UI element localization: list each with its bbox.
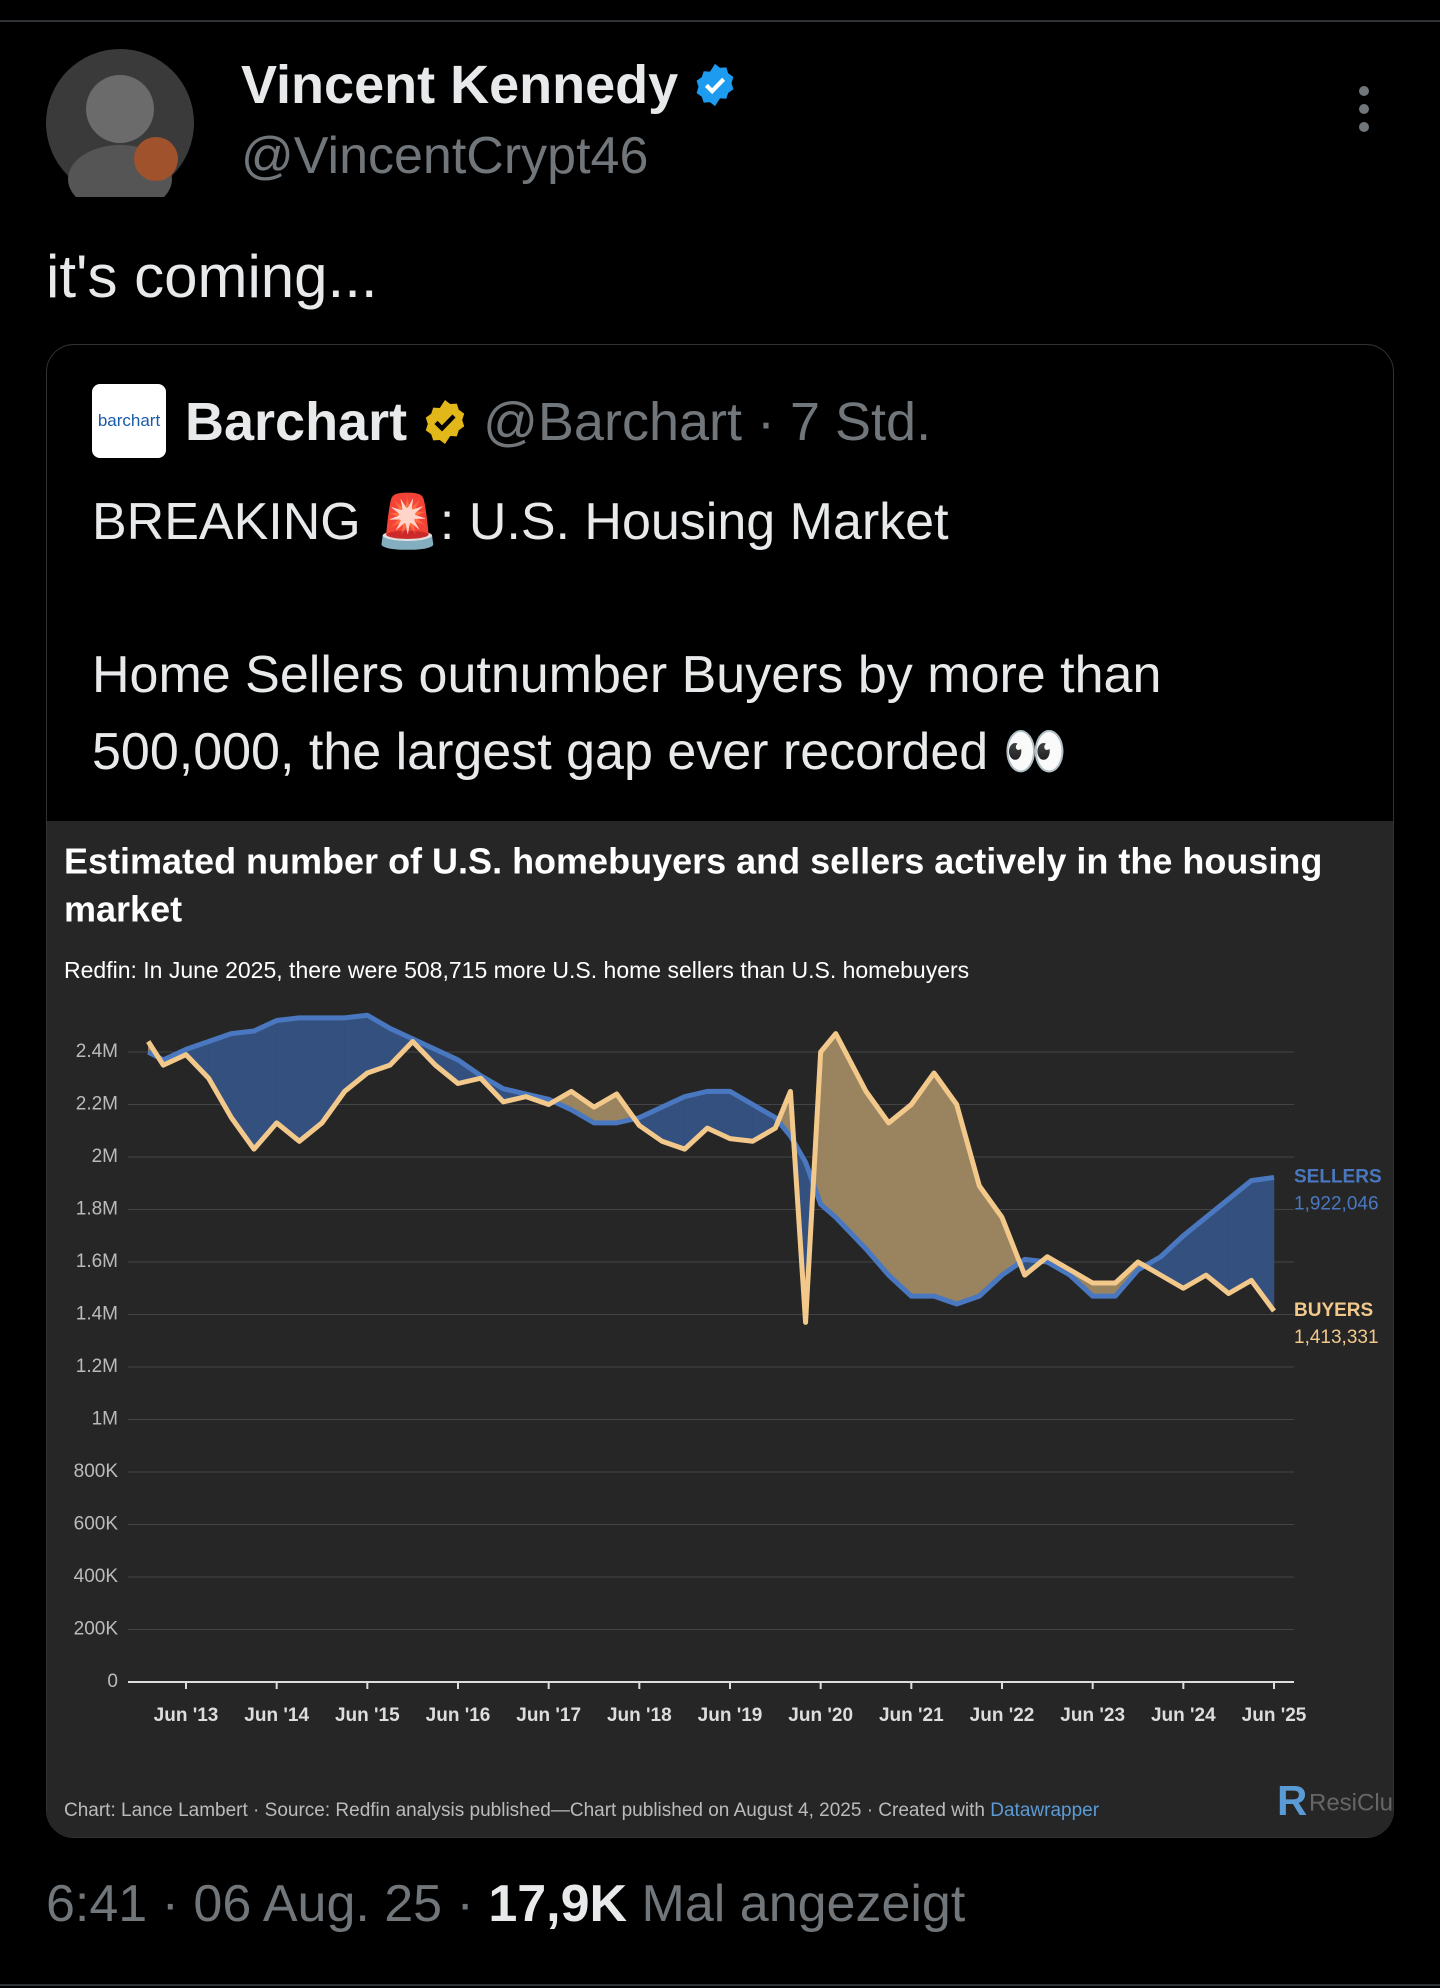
quote-name[interactable]: Barchart [185,392,408,452]
quote-meta: @Barchart · 7 Std. [483,392,932,452]
credit-link[interactable]: Datawrapper [990,1800,1099,1821]
quote-line: Home Sellers outnumber Buyers by more th… [92,646,1162,704]
x-tick-label: Jun '17 [516,1705,581,1726]
gap-area [956,1104,980,1305]
y-tick-label: 200K [74,1619,119,1640]
gap-area [888,1103,912,1297]
quote-card[interactable]: barchart Barchart @Barchart · 7 Std. BRE… [46,344,1394,1838]
avatar[interactable] [46,49,194,197]
x-tick-label: Jun '15 [335,1705,400,1726]
y-tick-label: 600K [74,1514,119,1535]
chart: Estimated number of U.S. homebuyers and … [47,821,1394,1837]
author-handle[interactable]: @VincentCrypt46 [241,127,649,185]
divider [0,1984,1440,1986]
views: 17,9K [488,1875,628,1933]
chart-title-continued: market [64,889,182,930]
tweet-footer: 6:41 · 06 Aug. 25 · 17,9K Mal angezeigt [46,1874,965,1934]
y-tick-label: 1.6M [76,1251,118,1272]
source-text: Chart: Lance Lambert · Source: Redfin an… [64,1800,985,1821]
timestamp[interactable]: 6:41 · 06 Aug. 25 · [46,1875,474,1933]
series-line [147,1012,1275,1307]
gap-area [820,1032,837,1218]
y-tick-label: 1.8M [76,1199,118,1220]
x-tick-label: Jun '14 [244,1705,309,1726]
x-tick-label: Jun '18 [607,1705,672,1726]
brand: ResiClub [1309,1789,1394,1816]
quote-header: Barchart @Barchart · 7 Std. [185,391,931,453]
x-tick-label: Jun '25 [1242,1705,1307,1726]
x-tick-label: Jun '20 [788,1705,853,1726]
y-tick-label: 2M [92,1146,118,1167]
series-name: SELLERS [1294,1166,1382,1187]
verified-badge [696,63,734,107]
gap-area [208,1033,232,1119]
y-tick-label: 800K [74,1461,119,1482]
author-row: Vincent Kennedy [241,54,738,116]
x-tick-label: Jun '24 [1151,1705,1216,1726]
x-tick-label: Jun '23 [1060,1705,1125,1726]
more-menu[interactable] [1352,84,1376,134]
gap-area [1251,1177,1275,1312]
x-tick-label: Jun '21 [879,1705,944,1726]
y-tick-label: 1M [92,1409,118,1430]
x-tick-label: Jun '13 [154,1705,219,1726]
x-tick-label: Jun '19 [698,1705,763,1726]
chart-title: Estimated number of U.S. homebuyers and … [64,841,1322,882]
y-tick-label: 0 [107,1671,118,1692]
chart-subtitle: Redfin: In June 2025, there were 508,715… [64,957,969,983]
chart-source: Chart: Lance Lambert · Source: Redfin an… [64,1800,1100,1821]
gap-area [911,1072,935,1297]
views-label: Mal angezeigt [641,1875,966,1933]
grid [128,1014,1294,1683]
y-tick-label: 400K [74,1566,119,1587]
gap-area [933,1072,957,1305]
y-tick-label: 2.4M [76,1041,118,1062]
brand-icon: R [1277,1777,1307,1824]
x-tick-label: Jun '16 [426,1705,491,1726]
series-name: BUYERS [1294,1300,1373,1321]
divider [0,20,1440,22]
x-tick-label: Jun '22 [970,1705,1035,1726]
tweet-text: it's coming... [46,243,378,310]
barchart-logo: barchart [92,384,166,458]
series-line [146,1031,1277,1325]
y-tick-label: 2.2M [76,1094,118,1115]
end-value-label: 1,413,331 [1294,1327,1379,1348]
y-tick-label: 1.4M [76,1304,118,1325]
verified-badge [425,400,465,444]
quote-line: 500,000, the largest gap ever recorded 👀 [92,723,1068,781]
author-name[interactable]: Vincent Kennedy [241,55,679,115]
end-value-label: 1,922,046 [1294,1193,1379,1214]
quote-line: BREAKING 🚨: U.S. Housing Market [92,493,949,551]
y-tick-label: 1.2M [76,1356,118,1377]
